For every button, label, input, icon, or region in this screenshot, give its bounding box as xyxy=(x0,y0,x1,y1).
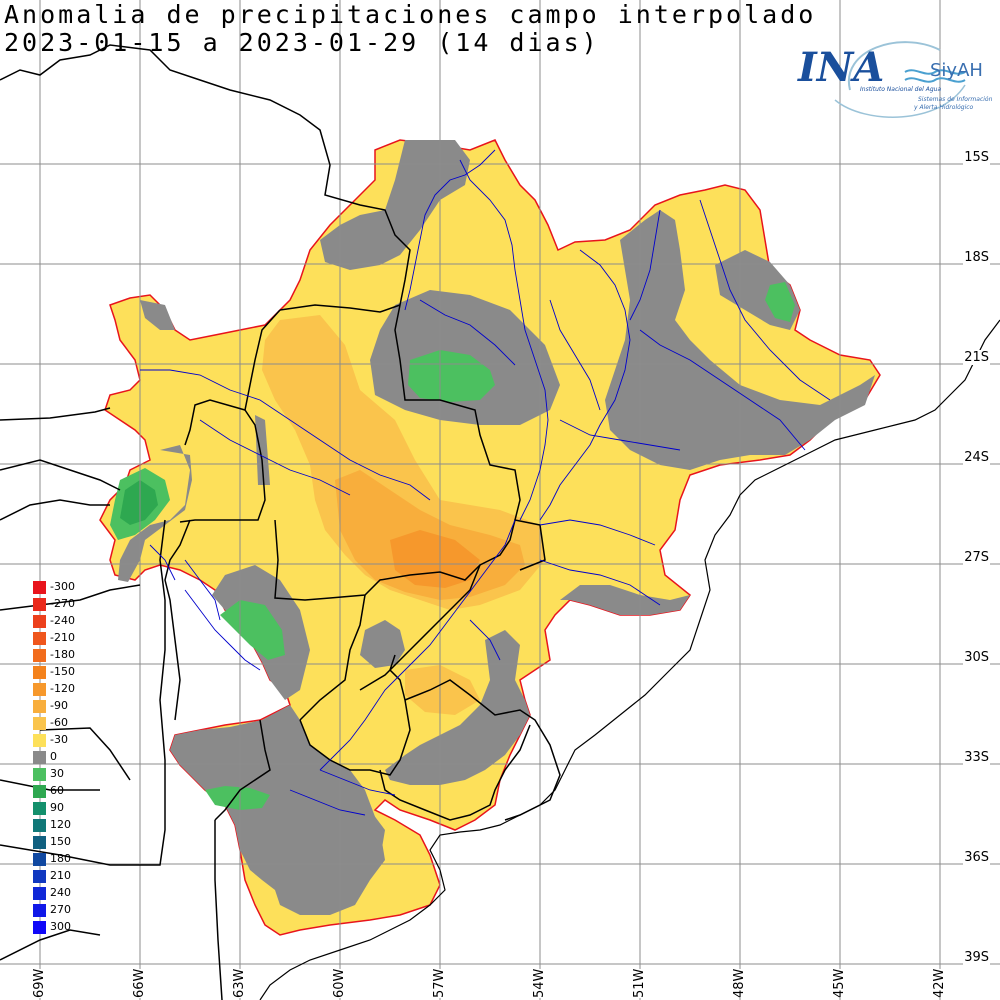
lon-label-66w: 66W xyxy=(132,968,147,998)
legend-label: -90 xyxy=(50,699,68,712)
lon-label-51w: 51W xyxy=(632,968,647,998)
lat-label-21s: 21S xyxy=(963,350,990,365)
legend-swatch xyxy=(33,921,46,934)
legend-swatch xyxy=(33,819,46,832)
legend-label: -30 xyxy=(50,733,68,746)
legend-label: -180 xyxy=(50,648,75,661)
legend-label: 210 xyxy=(50,869,71,882)
lat-label-27s: 27S xyxy=(963,550,990,565)
lat-label-33s: 33S xyxy=(963,750,990,765)
legend-label: 0 xyxy=(50,750,57,763)
coastline xyxy=(259,319,1000,1000)
legend-label: -210 xyxy=(50,631,75,644)
legend-item: 240 xyxy=(30,885,90,902)
legend-item: 60 xyxy=(30,783,90,800)
legend-swatch xyxy=(33,853,46,866)
legend-item: -240 xyxy=(30,613,90,630)
legend-swatch xyxy=(33,785,46,798)
legend-item: -210 xyxy=(30,630,90,647)
legend-item: -90 xyxy=(30,698,90,715)
lon-label-48w: 48W xyxy=(732,968,747,998)
legend-label: -150 xyxy=(50,665,75,678)
legend-label: 180 xyxy=(50,852,71,865)
rivers xyxy=(140,149,831,816)
legend-label: 270 xyxy=(50,903,71,916)
legend-swatch xyxy=(33,666,46,679)
legend-item: 0 xyxy=(30,749,90,766)
logo-subtitle-3: y Alerta Hidrológico xyxy=(914,104,974,111)
legend-item: -60 xyxy=(30,715,90,732)
legend-swatch xyxy=(33,802,46,815)
logo-subtitle-1: Instituto Nacional del Agua xyxy=(860,86,942,93)
legend-swatch xyxy=(33,768,46,781)
legend-swatch xyxy=(33,751,46,764)
lon-label-63w: 63W xyxy=(232,968,247,998)
legend-swatch xyxy=(33,615,46,628)
legend-swatch xyxy=(33,734,46,747)
legend-label: 90 xyxy=(50,801,64,814)
legend-swatch xyxy=(33,632,46,645)
legend-item: 90 xyxy=(30,800,90,817)
legend-swatch xyxy=(33,683,46,696)
legend-item: 30 xyxy=(30,766,90,783)
logo-ina-text: INA xyxy=(798,44,885,91)
lat-label-24s: 24S xyxy=(963,450,990,465)
legend-swatch xyxy=(33,717,46,730)
legend-item: 210 xyxy=(30,868,90,885)
lat-label-15s: 15S xyxy=(963,150,990,165)
legend-item: -30 xyxy=(30,732,90,749)
legend-label: -60 xyxy=(50,716,68,729)
legend-label: -120 xyxy=(50,682,75,695)
legend-item: 270 xyxy=(30,902,90,919)
legend-label: 300 xyxy=(50,920,71,933)
legend-swatch xyxy=(33,581,46,594)
legend-swatch xyxy=(33,836,46,849)
legend-label: 120 xyxy=(50,818,71,831)
legend-label: 60 xyxy=(50,784,64,797)
color-legend: -300 -270 -240 -210 -180 -150 -120 -90 -60 -30 0 30… xyxy=(30,579,90,936)
map-title: Anomalia de precipitaciones campo interp… xyxy=(4,0,817,29)
lon-label-57w: 57W xyxy=(432,968,447,998)
legend-label: -270 xyxy=(50,597,75,610)
lat-label-39s: 39S xyxy=(963,950,990,965)
legend-item: -180 xyxy=(30,647,90,664)
legend-label: 30 xyxy=(50,767,64,780)
legend-swatch xyxy=(33,870,46,883)
legend-swatch xyxy=(33,598,46,611)
lon-label-60w: 60W xyxy=(332,968,347,998)
legend-item: -300 xyxy=(30,579,90,596)
lat-label-36s: 36S xyxy=(963,850,990,865)
logo: INA SiyAH Instituto Nacional del Agua Si… xyxy=(790,30,1000,130)
political-boundaries xyxy=(0,44,561,1000)
legend-label: 150 xyxy=(50,835,71,848)
ina-logo xyxy=(834,41,966,118)
legend-item: 180 xyxy=(30,851,90,868)
legend-item: -270 xyxy=(30,596,90,613)
logo-siyah-text: SiyAH xyxy=(930,60,983,81)
lat-label-30s: 30S xyxy=(963,650,990,665)
legend-label: 240 xyxy=(50,886,71,899)
legend-label: -240 xyxy=(50,614,75,627)
lon-label-69w: 69W xyxy=(32,968,47,998)
lon-label-54w: 54W xyxy=(532,968,547,998)
legend-label: -300 xyxy=(50,580,75,593)
legend-item: 120 xyxy=(30,817,90,834)
legend-swatch xyxy=(33,887,46,900)
lon-label-45w: 45W xyxy=(832,968,847,998)
positive-anomaly-regions xyxy=(110,282,795,810)
legend-swatch xyxy=(33,700,46,713)
legend-item: 150 xyxy=(30,834,90,851)
legend-item: 300 xyxy=(30,919,90,936)
legend-swatch xyxy=(33,649,46,662)
map-date-range: 2023-01-15 a 2023-01-29 (14 dias) xyxy=(4,28,600,57)
logo-subtitle-2: Sistemas de Información xyxy=(918,96,993,103)
lat-label-18s: 18S xyxy=(963,250,990,265)
legend-item: -120 xyxy=(30,681,90,698)
lon-label-42w: 42W xyxy=(932,968,947,998)
legend-item: -150 xyxy=(30,664,90,681)
legend-swatch xyxy=(33,904,46,917)
